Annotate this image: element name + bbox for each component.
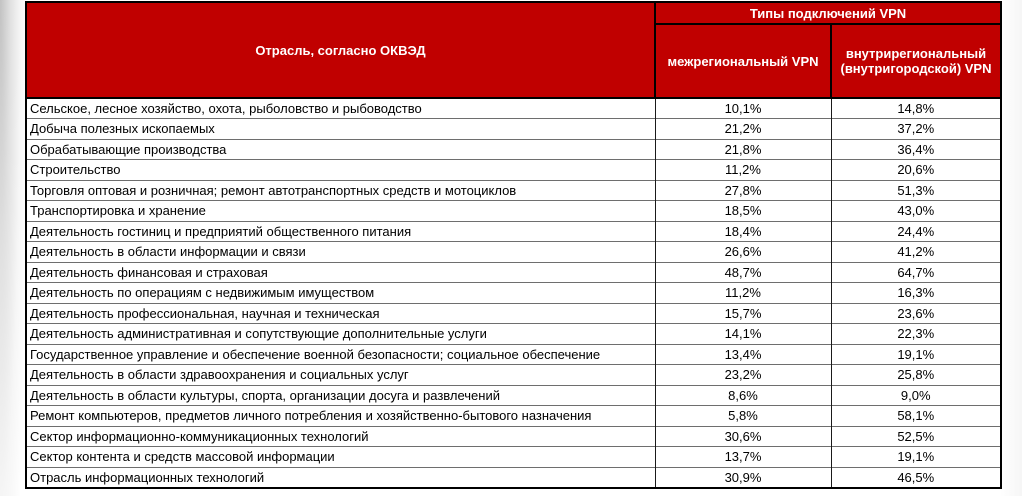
- intraregional-vpn-value-cell: 14,8%: [830, 97, 1002, 119]
- table-row: Сельское, лесное хозяйство, охота, рыбол…: [25, 97, 1002, 119]
- interregional-vpn-value-cell: 30,9%: [654, 466, 832, 488]
- industry-cell: Отрасль информационных технологий: [25, 466, 656, 488]
- interregional-vpn-value-cell: 18,4%: [654, 220, 832, 242]
- page-right-edge: [1000, 0, 1022, 496]
- intraregional-vpn-value-cell: 43,0%: [830, 200, 1002, 221]
- table-row: Деятельность в области культуры, спорта,…: [25, 384, 1002, 406]
- industry-cell: Деятельность профессиональная, научная и…: [25, 302, 656, 324]
- interregional-vpn-value-cell: 5,8%: [654, 405, 832, 426]
- industry-cell: Сектор контента и средств массовой инфор…: [25, 446, 656, 467]
- intraregional-vpn-value-cell: 22,3%: [830, 323, 1002, 344]
- interregional-vpn-value-cell: 27,8%: [654, 179, 832, 201]
- table-row: Торговля оптовая и розничная; ремонт авт…: [25, 179, 1002, 201]
- table-row: Деятельность профессиональная, научная и…: [25, 302, 1002, 324]
- intraregional-vpn-value-cell: 41,2%: [830, 241, 1002, 262]
- intraregional-vpn-value-cell: 52,5%: [830, 425, 1002, 447]
- interregional-vpn-value-cell: 26,6%: [654, 241, 832, 262]
- industry-cell: Деятельность в области информации и связ…: [25, 241, 656, 262]
- header-sub-row: межрегиональный VPN внутрирегиональный (…: [26, 23, 1002, 99]
- table-row: Обрабатывающие производства 21,8% 36,4%: [25, 138, 1002, 160]
- industry-cell: Деятельность гостиниц и предприятий обще…: [25, 220, 656, 242]
- industry-cell: Сельское, лесное хозяйство, охота, рыбол…: [25, 97, 656, 119]
- intraregional-vpn-value-cell: 46,5%: [830, 466, 1002, 488]
- intraregional-vpn-value-cell: 19,1%: [830, 343, 1002, 365]
- industry-cell: Деятельность в области культуры, спорта,…: [25, 384, 656, 406]
- table-row: Добыча полезных ископаемых 21,2% 37,2%: [25, 118, 1002, 139]
- table-row: Сектор информационно-коммуникационных те…: [25, 425, 1002, 447]
- industry-cell: Деятельность административная и сопутств…: [25, 323, 656, 344]
- header-group-row: Отрасль, согласно ОКВЭД Типы подключений…: [25, 1, 1002, 99]
- table-header: Отрасль, согласно ОКВЭД Типы подключений…: [25, 1, 1002, 99]
- table-row: Транспортировка и хранение 18,5% 43,0%: [25, 200, 1002, 221]
- interregional-vpn-value-cell: 15,7%: [654, 302, 832, 324]
- table-row: Деятельность административная и сопутств…: [25, 323, 1002, 344]
- interregional-vpn-value-cell: 11,2%: [654, 282, 832, 303]
- intraregional-vpn-value-cell: 16,3%: [830, 282, 1002, 303]
- interregional-vpn-value-cell: 23,2%: [654, 364, 832, 385]
- interregional-vpn-value-cell: 11,2%: [654, 159, 832, 180]
- intraregional-vpn-value-cell: 64,7%: [830, 261, 1002, 283]
- intraregional-vpn-value-cell: 36,4%: [830, 138, 1002, 160]
- table-row: Деятельность по операциям с недвижимым и…: [25, 282, 1002, 303]
- industry-cell: Торговля оптовая и розничная; ремонт авт…: [25, 179, 656, 201]
- table-row: Строительство 11,2% 20,6%: [25, 159, 1002, 180]
- interregional-vpn-value-cell: 13,7%: [654, 446, 832, 467]
- page-edge-gradient: [0, 0, 26, 496]
- interregional-vpn-value-cell: 8,6%: [654, 384, 832, 406]
- intraregional-vpn-value-cell: 58,1%: [830, 405, 1002, 426]
- intraregional-vpn-column-header: внутрирегиональный (внутригородской) VPN: [830, 23, 1002, 99]
- intraregional-vpn-value-cell: 25,8%: [830, 364, 1002, 385]
- industry-cell: Деятельность по операциям с недвижимым и…: [25, 282, 656, 303]
- table-row: Деятельность в области здравоохранения и…: [25, 364, 1002, 385]
- industry-cell: Деятельность финансовая и страховая: [25, 261, 656, 283]
- interregional-vpn-value-cell: 14,1%: [654, 323, 832, 344]
- table-row: Ремонт компьютеров, предметов личного по…: [25, 405, 1002, 426]
- intraregional-vpn-value-cell: 19,1%: [830, 446, 1002, 467]
- interregional-vpn-value-cell: 48,7%: [654, 261, 832, 283]
- industry-cell: Обрабатывающие производства: [25, 138, 656, 160]
- industry-cell: Государственное управление и обеспечение…: [25, 343, 656, 365]
- interregional-vpn-column-header: межрегиональный VPN: [654, 23, 832, 99]
- industry-column-header: Отрасль, согласно ОКВЭД: [25, 1, 656, 99]
- table-body: Сельское, лесное хозяйство, охота, рыбол…: [25, 97, 1002, 488]
- intraregional-vpn-value-cell: 24,4%: [830, 220, 1002, 242]
- vpn-connection-types-group-header: Типы подключений VPN: [654, 1, 1002, 25]
- industry-cell: Добыча полезных ископаемых: [25, 118, 656, 139]
- intraregional-vpn-value-cell: 9,0%: [830, 384, 1002, 406]
- interregional-vpn-value-cell: 13,4%: [654, 343, 832, 365]
- table-row: Деятельность гостиниц и предприятий обще…: [25, 220, 1002, 242]
- industry-cell: Транспортировка и хранение: [25, 200, 656, 221]
- vpn-types-by-industry-table: Отрасль, согласно ОКВЭД Типы подключений…: [25, 1, 1002, 489]
- intraregional-vpn-value-cell: 37,2%: [830, 118, 1002, 139]
- industry-cell: Строительство: [25, 159, 656, 180]
- interregional-vpn-value-cell: 18,5%: [654, 200, 832, 221]
- table-row: Деятельность в области информации и связ…: [25, 241, 1002, 262]
- interregional-vpn-value-cell: 10,1%: [654, 97, 832, 119]
- interregional-vpn-value-cell: 30,6%: [654, 425, 832, 447]
- interregional-vpn-value-cell: 21,2%: [654, 118, 832, 139]
- intraregional-vpn-value-cell: 51,3%: [830, 179, 1002, 201]
- industry-cell: Сектор информационно-коммуникационных те…: [25, 425, 656, 447]
- table-row: Сектор контента и средств массовой инфор…: [25, 446, 1002, 467]
- industry-cell: Деятельность в области здравоохранения и…: [25, 364, 656, 385]
- industry-cell: Ремонт компьютеров, предметов личного по…: [25, 405, 656, 426]
- intraregional-vpn-value-cell: 20,6%: [830, 159, 1002, 180]
- table-row: Государственное управление и обеспечение…: [25, 343, 1002, 365]
- table-row: Деятельность финансовая и страховая 48,7…: [25, 261, 1002, 283]
- intraregional-vpn-value-cell: 23,6%: [830, 302, 1002, 324]
- interregional-vpn-value-cell: 21,8%: [654, 138, 832, 160]
- table-row: Отрасль информационных технологий 30,9% …: [25, 466, 1002, 488]
